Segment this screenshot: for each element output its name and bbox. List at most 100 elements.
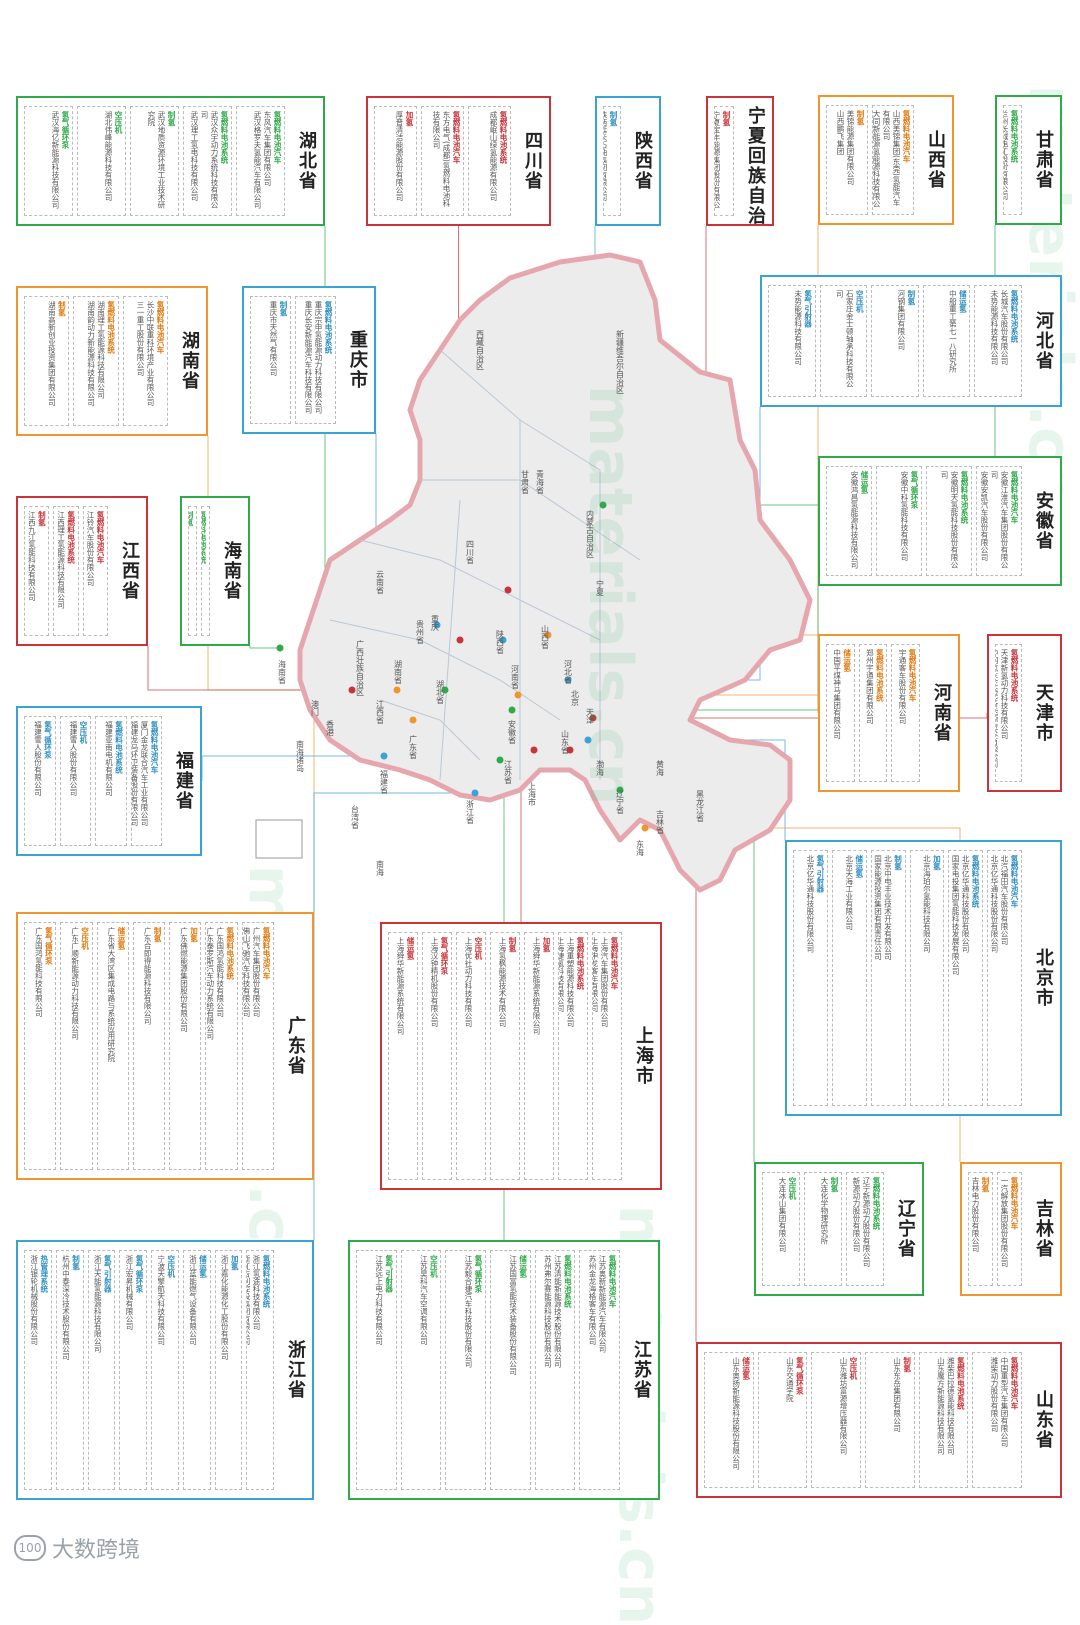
province-dot: [589, 714, 597, 722]
category-name: 加氢: [189, 927, 199, 942]
company-name: 武汉众宇动力系统科技有限公司: [200, 111, 219, 209]
company-name: 山东魔方新能源科技有限公司: [936, 1357, 946, 1455]
category-name: 制氢: [37, 511, 47, 526]
province-title: 山东省: [1033, 1390, 1054, 1450]
map-label: 东海: [636, 839, 645, 857]
province-box-beijing: 北京市 氢燃料电池汽车 北汽福田汽车股份有限公司 北京亿华通科技股份有限公司 氢燃料电池…: [785, 840, 1062, 1116]
category-column: 制氢 武汉地质资源环境工业技术研究院: [130, 106, 179, 216]
province-dot: [514, 691, 522, 699]
category-name: 储运氢: [406, 937, 415, 960]
category-column: 氢燃料电池系统 武汉众宇动力系统科技有限公司 武汉理工氢电科技有限公司: [183, 106, 232, 216]
map-label: 陕西省: [496, 629, 505, 655]
category-column: 空压机 福建雪人股份有限公司: [59, 716, 91, 846]
category-column: 制氢 河钢集团有限公司: [871, 285, 919, 397]
category-list: 氢燃料电池系统 浙江氢途科技有限公司 浙江吉利控股集团有限公司 加氢 浙江嘉化能源化工股…: [24, 1250, 274, 1490]
company-name: 上海优社动力科技有限公司: [464, 937, 473, 1027]
category-name: 氢燃料电池系统: [114, 721, 124, 774]
category-column: 氢燃料电池汽车 上海汽车集团股份有限公司 上海申龙客车有限公司: [592, 932, 622, 1180]
map-label: 南海诸岛: [296, 739, 305, 773]
province-title: 四川省: [522, 131, 543, 191]
company-name: 江西九江氢能科技有限公司: [27, 511, 37, 601]
company-name: 北京亿华通科技股份有限公司: [805, 855, 815, 953]
category-name: 氢燃料电池系统: [563, 1255, 573, 1308]
company-name: 江苏远上电力科技有限公司: [374, 1255, 384, 1345]
company-name: 武汉海亿新能源科技有限公司: [51, 111, 60, 209]
company-name: 浙江蓝能燃气设备有限公司: [188, 1255, 198, 1345]
map-label: 渤海: [596, 759, 605, 777]
category-name: 氢燃料电池汽车: [150, 721, 159, 774]
province-title: 北京市: [1033, 948, 1054, 1008]
company-name: 湖北伟峰能源科技有限公司: [104, 111, 113, 201]
category-column: 制氢 山东东岳集团有限公司: [864, 1352, 915, 1488]
company-name: 广东合即得能源科技有限公司: [143, 927, 153, 1025]
company-name: 福建亚南电机有限公司: [104, 721, 114, 796]
category-column: 加氢 厚普清洁能源股份有限公司: [374, 106, 417, 216]
map-label: 西藏自治区: [476, 330, 485, 370]
province-borders: [329, 349, 641, 781]
category-column: 氢燃料电池汽车 东风汽车集团有限公司 武汉格罗夫氢能汽车有限公司: [236, 106, 285, 216]
province-box-guangdong: 广东省 氢燃料电池汽车 广州汽车集团股份有限公司 佛山飞驰汽车科技有限公司 氢燃料电池系…: [16, 912, 314, 1180]
map-label: 山东省: [561, 729, 570, 755]
category-column: 氢气循环泵 福建雪人股份有限公司: [24, 716, 56, 846]
map-label: 广西壮族自治区: [356, 639, 365, 696]
company-name: 中船重工第七一八研究所: [948, 290, 958, 373]
category-list: 氢燃料电池系统 天津新氢动力科技有限公司 中国汽车(天津)新能源技术有限公司: [995, 644, 1022, 782]
company-name: 大同新能源氢能源科技有限公司: [872, 110, 881, 208]
category-column: 氢气循环泵 武汉海亿新能源科技有限公司: [24, 106, 73, 216]
category-list: 制氢 陕西延长石油集团有限公司: [603, 106, 621, 216]
company-name: 湖南韵动力新能源科技有限公司: [86, 301, 96, 406]
company-name: 大连化学物理研究所: [820, 1177, 829, 1245]
province-dot: [544, 631, 552, 639]
province-box-hubei: 湖北省 氢燃料电池汽车 东风汽车集团有限公司 武汉格罗夫氢能汽车有限公司 氢燃料电池系统…: [16, 96, 325, 226]
map-label: 新疆维吾尔自治区: [616, 329, 625, 394]
province-title: 陕西省: [632, 131, 653, 191]
company-name: 上海舜华新能源系统有限公司: [532, 937, 541, 1035]
category-name: 制氢: [830, 1177, 839, 1192]
category-column: 氢气引射器 江苏远上电力科技有限公司: [355, 1250, 397, 1490]
company-name: 安徽安凯汽车股份有限公司: [980, 471, 989, 561]
category-column: 氢燃料电池系统 北京亿华通科技股份有限公司 国家电投集团氢能科技发展有限公司: [948, 850, 984, 1106]
province-title: 重庆市: [347, 330, 368, 390]
category-name: 制氢: [153, 927, 163, 942]
company-name: 一汽解放集团股份有限公司: [1000, 1177, 1009, 1267]
category-list: 氢燃料电池汽车 中国重型汽车集团有限公司 潍柴动力股份有限公司 氢燃料电池系统 潍柴巴拉…: [703, 1352, 1022, 1488]
province-dot: [496, 756, 504, 764]
category-column: 氢燃料电池系统 天津新氢动力科技有限公司 中国汽车(天津)新能源技术有限公司: [995, 644, 1022, 782]
category-column: 氢燃料电池系统 重庆宗申氢能源动力科技有限公司 重庆长安新能源汽车科技有限公司: [295, 296, 336, 424]
map-label: 台湾省: [351, 804, 360, 830]
category-column: 储运氢 广东省大湾区集成电路与系统应用研究院: [96, 922, 129, 1170]
footer-logo: 100 大数跨境: [14, 1532, 140, 1564]
company-name: 未势能源科技有限公司: [793, 290, 803, 365]
company-name: 江苏昊科汽车空调有限公司: [419, 1255, 429, 1345]
province-title: 河北省: [1033, 311, 1054, 371]
map-label: 四川省: [466, 540, 475, 565]
company-name: 上海捷氢科技有限公司: [558, 937, 565, 1012]
company-name: 山西美锦集团(东莞)氢能汽车有限公司: [882, 110, 901, 206]
category-column: 氢燃料电池汽车 厦门金龙联合汽车工业有限公司 福建龙马环卫装备股份有限公司: [130, 716, 162, 846]
category-name: 氢燃料电池系统: [872, 1177, 881, 1230]
category-column: 加氢 浙江嘉化能源化工股份有限公司: [214, 1250, 243, 1490]
company-name: 重庆宗申氢能源动力科技有限公司: [314, 301, 323, 414]
category-name: 加氢: [932, 855, 942, 870]
category-column: 加氢 广东佛燃能源集团股份有限公司: [169, 922, 202, 1170]
category-name: 氢燃料电池系统: [499, 111, 508, 164]
category-name: 氢气引射器: [103, 1255, 113, 1293]
china-outline: [297, 252, 813, 893]
province-title: 河南省: [931, 683, 952, 743]
company-name: 厦门金龙联合汽车工业有限公司: [140, 721, 149, 826]
category-name: 氢燃料电池系统: [106, 301, 116, 354]
category-column: 氢燃料电池系统 潍柴巴拉德氢能科技有限公司 山东魔方新能源科技有限公司: [918, 1352, 969, 1488]
connector-line: [201, 755, 384, 781]
category-name: 制氢: [167, 111, 176, 126]
map-label: 内蒙古自治区: [586, 509, 595, 558]
company-name: 潍柴巴拉德氢能科技有限公司: [946, 1357, 956, 1455]
company-name: 浙江银轮机械股份有限公司: [29, 1255, 39, 1345]
category-column: 氢燃料电池系统 福建亚南电机有限公司: [95, 716, 127, 846]
province-title: 安徽省: [1033, 491, 1054, 551]
map-label: 天津: [586, 708, 595, 725]
province-dot: [599, 501, 607, 509]
category-list: 氢燃料电池汽车 江苏奥新新能源汽车有限公司 苏州金龙海格客车有限公司 氢燃料电池系统江…: [355, 1250, 620, 1490]
category-name: 氢燃料电池系统: [1010, 290, 1019, 343]
company-name: 吉林电力股份有限公司: [971, 1177, 980, 1252]
category-column: 氢燃料电池系统 江苏清能新能源技术股份有限公司 苏州弗尔赛能源科技股份有限公司: [534, 1250, 576, 1490]
